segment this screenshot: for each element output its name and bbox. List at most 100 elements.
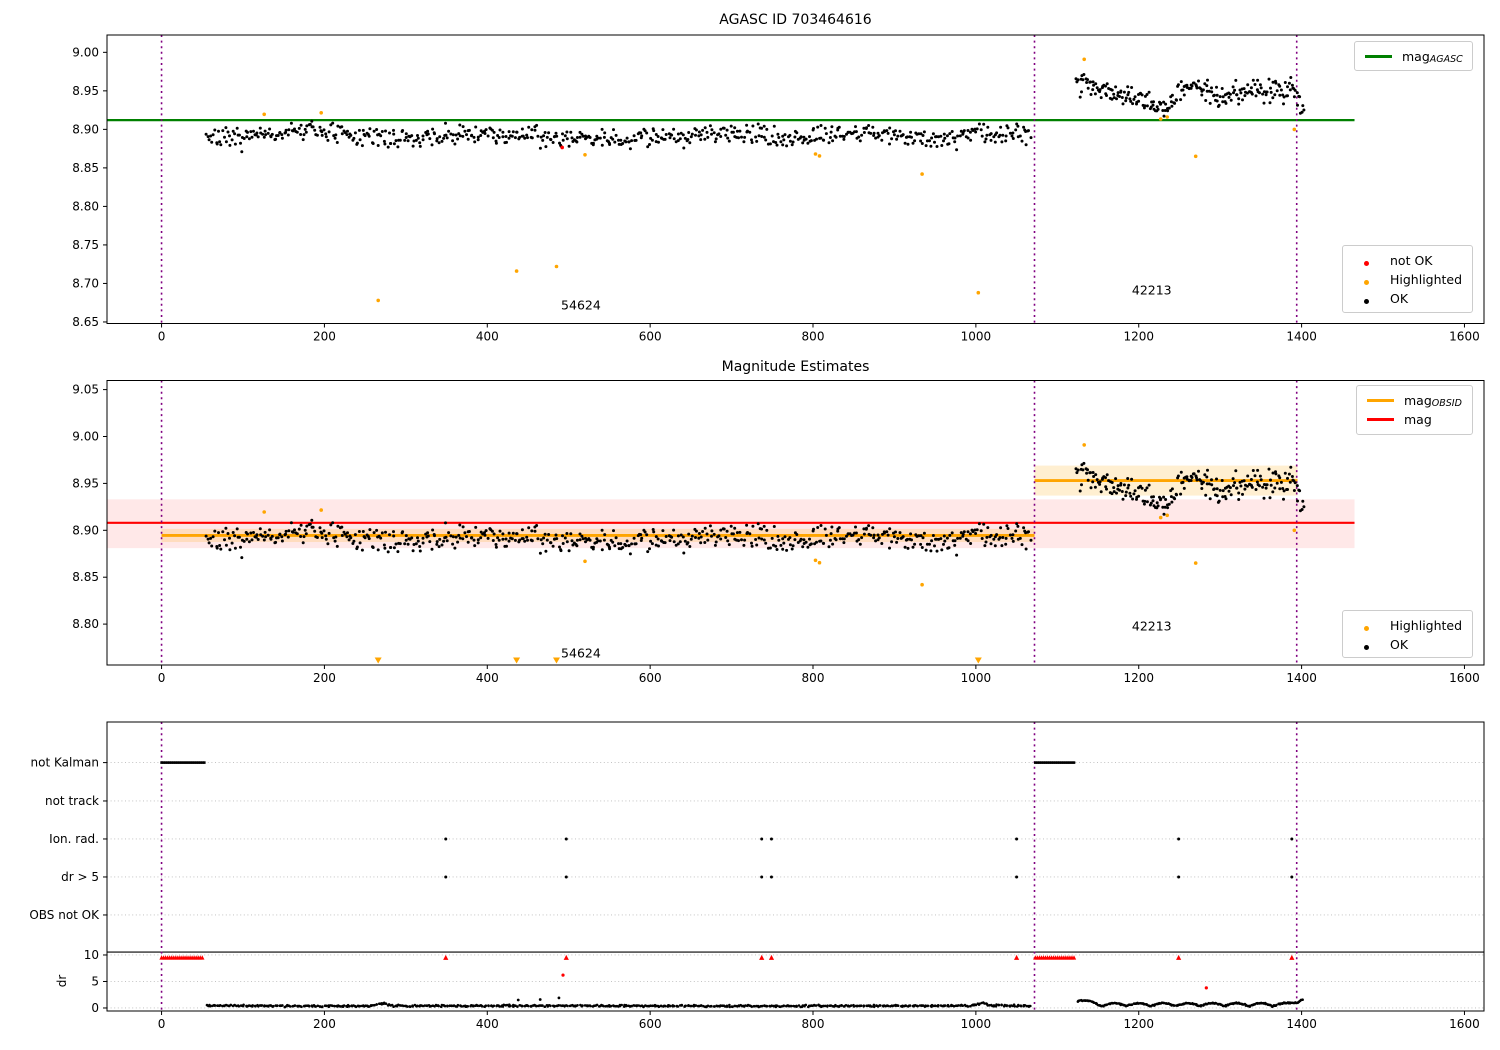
not-kalman-bar [1034,761,1076,764]
legend-label: mag [1402,48,1430,64]
legend-label: OK [1390,291,1409,306]
x-tick-label: 1000 [961,329,992,343]
x-tick-label: 400 [476,671,499,685]
x-tick-label: 1400 [1286,671,1317,685]
ion-rad-flag [564,837,568,841]
plot-flags: 0 200 400 600 800 1000 1200 1400 1600 not Kalman n… [29,721,1485,1031]
y-tick-label: 8.65 [72,315,99,329]
legend-label: mag [1404,393,1432,408]
ion-rad-flag [1177,837,1181,841]
plot-title-agasc: AGASC ID 703464616 [719,12,872,28]
x-tick-label: 1200 [1123,1017,1154,1031]
not-ok-point [560,145,564,150]
legend-mag-estimates-markers: Highlighted OK [1342,610,1473,658]
dr-gt5-flag [769,875,773,879]
clipped-low-marker [374,657,382,664]
highlighted-points [262,443,1297,664]
dr-trace-dr2 [1076,998,1304,1009]
dr-axis-label: dr [55,974,69,988]
legend-dot-wrap [1353,635,1380,654]
x-tick-label: 600 [639,1017,662,1031]
y-tick-label: 9.00 [72,45,99,59]
x-tick-label: 200 [313,671,336,685]
dr-clipped-bar [1033,955,1077,960]
plot-title-mag-estimates: Magnitude Estimates [721,358,870,375]
y-tick-label: OBS not OK [29,908,100,922]
legend-line-sample-red [1367,418,1394,421]
legend-label: Highlighted [1390,618,1463,633]
ion-rad-flag [1290,837,1294,841]
x-tick-label: 0 [158,329,166,343]
y-tick-label: 8.70 [72,276,99,290]
x-tick-label: 800 [802,1017,825,1031]
obsid-annotation: 42213 [1131,618,1172,634]
x-tick-label: 400 [476,1017,499,1031]
y-tick-label: 9.00 [72,429,99,443]
x-tick-label: 600 [639,671,662,685]
y-tick-label: 5 [91,974,99,988]
legend-line-sample-orange [1367,399,1394,402]
axes-frame [106,380,1485,666]
obsid-annotation: 54624 [561,645,601,661]
x-tick-label: 1000 [961,671,992,685]
y-tick-label: dr > 5 [61,870,99,884]
y-tick-label: not Kalman [31,756,99,770]
not-kalman-bar [160,761,206,764]
ok-points-cluster2 [1074,73,1306,118]
y-tick-label: 8.95 [72,476,99,490]
dr-black-point [516,998,520,1002]
y-tick-label: 8.85 [72,570,99,584]
legend-dot-sample-red [1364,261,1369,266]
dr-clipped-flag [759,954,765,960]
obsid-annotation: 54624 [561,297,601,313]
legend-item: Highlighted [1353,616,1464,635]
obsid-annotation: 42213 [1131,282,1172,298]
dr-clipped-flag [1176,954,1182,960]
legend-dot-sample-orange [1364,626,1369,631]
highlighted-points [262,57,1297,303]
x-tick-label: 0 [158,1017,166,1031]
axes-frame [106,721,1485,1012]
dr-black-point [557,996,561,1000]
x-tick-label: 400 [476,329,499,343]
y-tick-label: 8.85 [72,161,99,175]
x-tick-label: 1600 [1449,329,1480,343]
y-tick-label: 0 [91,1001,99,1015]
data-layer-flags [205,998,1304,1009]
axes-frame [106,34,1485,324]
legend-dot-wrap [1353,270,1380,289]
ion-rad-flag [444,837,448,841]
legend-label-subscript: AGASC [1429,53,1463,65]
ion-rad-flag [769,837,773,841]
y-tick-label: 8.90 [72,523,99,537]
plot-agasc: 0 200 400 600 800 1000 1200 1400 1600 8.65 8.70 8.7… [72,34,1485,343]
dr-black-point [538,998,542,1001]
y-tick-label: 8.90 [72,122,99,136]
legend-dot-sample-black [1364,645,1369,650]
x-tick-label: 1200 [1123,329,1154,343]
legend-item: mag AGASC [1365,47,1464,65]
legend-dot-wrap [1353,251,1380,270]
x-tick-label: 800 [802,329,825,343]
legend-line-sample-green [1365,54,1392,58]
clipped-low-marker [513,657,521,664]
x-tick-label: 200 [313,1017,336,1031]
legend-item: not OK [1353,251,1464,270]
clipped-low-marker [974,657,982,664]
dr-gt5-flag [444,875,448,879]
data-layer-agasc [204,73,1306,154]
dr-gt5-flag [1015,875,1019,879]
dr-trace-dr1 [205,1001,1032,1009]
legend-item: mag OBSID [1367,391,1464,410]
y-tick-label: 10 [84,948,99,962]
legend-item: mag [1367,410,1464,429]
legend-item: Highlighted [1353,270,1464,289]
x-tick-label: 1400 [1286,1017,1317,1031]
y-tick-label: 8.75 [72,238,99,252]
ok-points-cluster1 [204,119,1033,154]
y-tick-label: 9.05 [72,383,99,397]
data-layer-mag-estimates [204,461,1306,560]
y-tick-label: 8.80 [72,617,99,631]
